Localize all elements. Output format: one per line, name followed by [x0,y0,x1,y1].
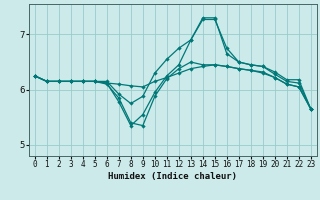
X-axis label: Humidex (Indice chaleur): Humidex (Indice chaleur) [108,172,237,181]
